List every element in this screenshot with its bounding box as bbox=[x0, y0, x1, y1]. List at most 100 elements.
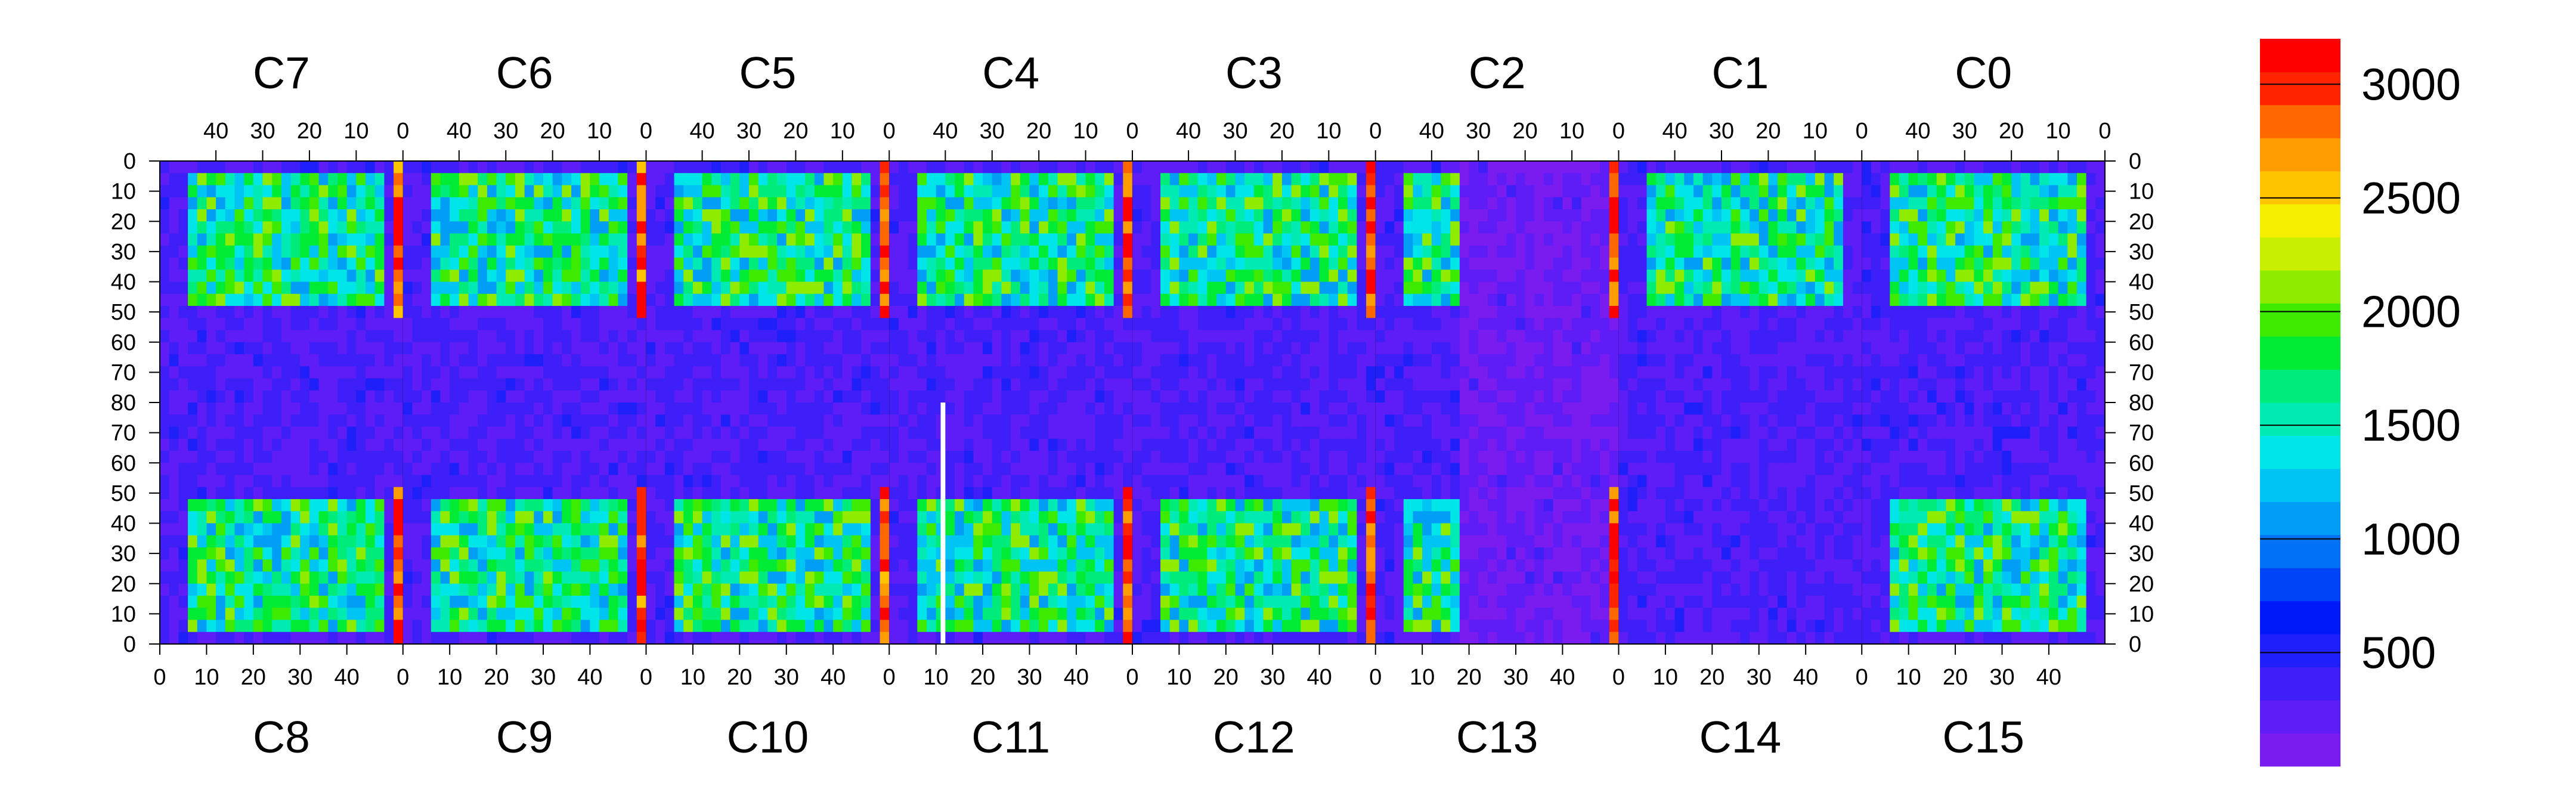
heatmap-cell bbox=[1095, 245, 1105, 258]
heatmap-cell bbox=[422, 233, 432, 246]
heatmap-cell bbox=[1197, 414, 1208, 428]
heatmap-cell bbox=[1244, 270, 1255, 283]
heatmap-cell bbox=[880, 366, 890, 379]
heatmap-cell bbox=[1020, 221, 1030, 234]
heatmap-cell bbox=[290, 366, 301, 379]
heatmap-cell bbox=[1329, 293, 1339, 306]
heatmap-cell bbox=[346, 366, 357, 379]
heatmap-cell bbox=[440, 511, 450, 524]
heatmap-cell bbox=[861, 342, 871, 355]
heatmap-cell bbox=[412, 318, 422, 331]
heatmap-cell bbox=[889, 511, 899, 524]
heatmap-cell bbox=[515, 620, 525, 633]
heatmap-cell bbox=[655, 245, 665, 258]
heatmap-cell bbox=[599, 451, 609, 463]
heatmap-cell bbox=[1244, 173, 1255, 186]
heatmap-cell bbox=[795, 571, 806, 584]
heatmap-cell bbox=[664, 426, 675, 439]
heatmap-cell bbox=[552, 451, 562, 463]
heatmap-cell bbox=[412, 245, 422, 258]
heatmap-cell bbox=[739, 354, 750, 367]
heatmap-cell bbox=[730, 270, 740, 283]
heatmap-cell bbox=[197, 451, 208, 463]
heatmap-cell bbox=[1357, 197, 1367, 210]
heatmap-cell bbox=[627, 523, 637, 536]
heatmap-cell bbox=[440, 620, 450, 633]
heatmap-cell bbox=[1141, 258, 1151, 270]
heatmap-cell bbox=[805, 318, 815, 331]
heatmap-cell bbox=[908, 293, 918, 306]
heatmap-cell bbox=[562, 293, 572, 306]
heatmap-cell bbox=[487, 173, 497, 186]
heatmap-cell bbox=[374, 487, 385, 500]
heatmap-cell bbox=[225, 523, 236, 536]
heatmap-cell bbox=[674, 354, 684, 367]
heatmap-cell bbox=[889, 631, 899, 644]
heatmap-cell bbox=[1039, 451, 1049, 463]
heatmap-cell bbox=[244, 173, 254, 186]
heatmap-cell bbox=[450, 451, 460, 463]
heatmap-cell bbox=[244, 185, 254, 198]
heatmap-cell bbox=[206, 631, 216, 644]
heatmap-cell bbox=[160, 631, 170, 644]
heatmap-cell bbox=[524, 342, 534, 355]
heatmap-cell bbox=[1169, 438, 1180, 451]
heatmap-cell bbox=[1113, 583, 1123, 596]
heatmap-cell bbox=[1188, 620, 1199, 633]
heatmap-cell bbox=[664, 559, 675, 572]
heatmap-cell bbox=[1197, 620, 1208, 633]
heatmap-cell bbox=[720, 281, 731, 295]
heatmap-cell bbox=[627, 571, 637, 584]
heatmap-cell bbox=[534, 318, 544, 331]
heatmap-cell bbox=[730, 342, 740, 355]
heatmap-cell bbox=[767, 258, 778, 270]
heatmap-cell bbox=[1076, 426, 1086, 439]
heatmap-cell bbox=[1216, 306, 1227, 318]
heatmap-cell bbox=[1039, 463, 1049, 476]
heatmap-cell bbox=[805, 438, 815, 451]
heatmap-cell bbox=[1085, 342, 1095, 355]
heatmap-cell bbox=[234, 342, 244, 355]
heatmap-cell bbox=[823, 535, 834, 548]
heatmap-cell bbox=[431, 426, 441, 439]
heatmap-cell bbox=[664, 233, 675, 246]
heatmap-cell bbox=[608, 378, 619, 391]
heatmap-cell bbox=[1123, 583, 1133, 596]
heatmap-cell bbox=[272, 451, 282, 463]
heatmap-cell bbox=[908, 596, 918, 608]
heatmap-cell bbox=[1095, 173, 1105, 186]
heatmap-cell bbox=[1179, 173, 1189, 186]
heatmap-cell bbox=[478, 523, 488, 536]
heatmap-cell bbox=[1085, 499, 1095, 512]
heatmap-cell bbox=[1225, 620, 1236, 633]
heatmap-cell bbox=[1253, 245, 1264, 258]
heatmap-cell bbox=[1235, 523, 1245, 536]
heatmap-cell bbox=[664, 499, 675, 512]
heatmap-cell bbox=[1235, 608, 1245, 621]
heatmap-cell bbox=[1197, 209, 1208, 222]
heatmap-cell bbox=[496, 523, 506, 536]
heatmap-cell bbox=[1001, 535, 1011, 548]
heatmap-cell bbox=[515, 378, 525, 391]
heatmap-cell bbox=[692, 559, 703, 572]
heatmap-cell bbox=[1095, 620, 1105, 633]
heatmap-cell bbox=[459, 342, 469, 355]
heatmap-cell bbox=[402, 426, 413, 439]
heatmap-cell bbox=[318, 318, 329, 331]
heatmap-cell bbox=[1272, 535, 1283, 548]
heatmap-cell bbox=[898, 197, 909, 210]
heatmap-cell bbox=[814, 487, 825, 500]
heatmap-cell bbox=[1011, 306, 1021, 318]
heatmap-cell bbox=[244, 306, 254, 318]
heatmap-cell bbox=[908, 209, 918, 222]
heatmap-cell bbox=[590, 209, 600, 222]
heatmap-cell bbox=[1225, 173, 1236, 186]
heatmap-cell bbox=[692, 270, 703, 283]
heatmap-cell bbox=[720, 293, 731, 306]
heatmap-cell bbox=[244, 354, 254, 367]
heatmap-cell bbox=[1272, 608, 1283, 621]
heatmap-cell bbox=[356, 354, 366, 367]
heatmap-cell bbox=[515, 306, 525, 318]
heatmap-cell bbox=[983, 390, 993, 403]
heatmap-cell bbox=[627, 475, 637, 488]
